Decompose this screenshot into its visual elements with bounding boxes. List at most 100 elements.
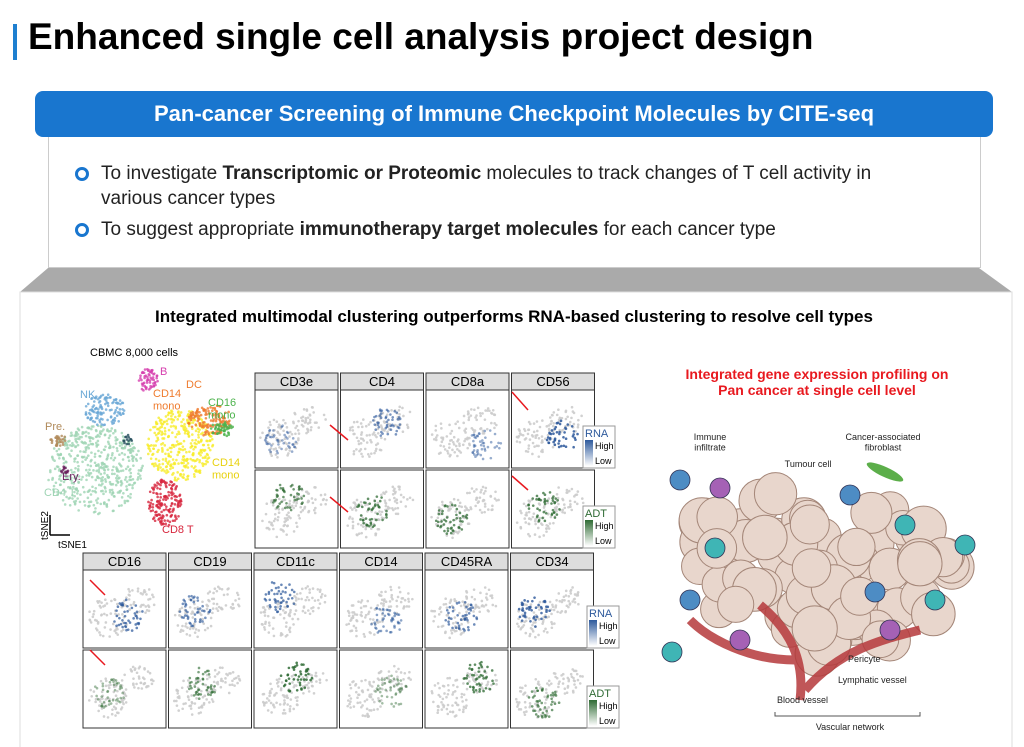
- cell-dot: [275, 438, 279, 442]
- cell-dot: [494, 673, 497, 677]
- cell-dot: [191, 433, 194, 436]
- cell-dot: [433, 615, 437, 618]
- cell-dot: [544, 698, 548, 701]
- cell-dot: [218, 404, 221, 408]
- cell-dot: [380, 702, 384, 705]
- cell-dot: [91, 489, 94, 493]
- cell-dot: [267, 431, 271, 435]
- cell-dot: [173, 476, 177, 479]
- cell-dot: [92, 690, 96, 693]
- cell-dot: [203, 420, 206, 424]
- cell-dot: [542, 491, 545, 495]
- cell-dot: [531, 599, 534, 603]
- cell-dot: [553, 437, 557, 440]
- cell-dot: [479, 414, 482, 418]
- cell-dot: [116, 605, 120, 608]
- cell-dot: [460, 622, 463, 626]
- cell-dot: [235, 591, 239, 595]
- cell-dot: [160, 446, 164, 450]
- cell-dot: [400, 688, 404, 691]
- cell-dot: [397, 688, 400, 691]
- cell-dot: [464, 698, 468, 702]
- cell-dot: [474, 603, 478, 607]
- cell-dot: [103, 501, 106, 504]
- cell-dot: [364, 678, 367, 682]
- cell-dot: [89, 493, 93, 496]
- cell-dot: [92, 510, 96, 514]
- cell-dot: [154, 457, 158, 461]
- cell-dot: [167, 417, 170, 421]
- cell-dot: [129, 449, 132, 453]
- cell-dot: [552, 608, 556, 612]
- cell-dot: [82, 455, 86, 459]
- cell-dot: [478, 432, 481, 436]
- cell-dot: [373, 689, 376, 693]
- cell-dot: [184, 465, 187, 469]
- cell-dot: [440, 700, 443, 704]
- cell-dot: [531, 515, 535, 519]
- cell-dot: [199, 618, 202, 622]
- cell-dot: [300, 419, 304, 422]
- cell-dot: [285, 600, 288, 604]
- cell-dot: [154, 513, 157, 517]
- cell-dot: [184, 478, 188, 481]
- cell-dot: [151, 486, 154, 490]
- cell-dot: [259, 436, 262, 439]
- cell-dot: [571, 600, 574, 603]
- cell-dot: [468, 667, 471, 670]
- cell-dot: [472, 688, 475, 692]
- cell-dot: [399, 619, 403, 622]
- cell-dot: [396, 613, 399, 616]
- cell-dot: [269, 423, 272, 427]
- cell-dot: [301, 676, 305, 679]
- cell-dot: [111, 491, 115, 495]
- cell-dot: [120, 431, 124, 435]
- cell-dot: [380, 678, 384, 682]
- cell-dot: [131, 484, 134, 487]
- cell-dot: [177, 514, 180, 518]
- panel-title: CD16: [108, 554, 141, 569]
- cell-dot: [471, 451, 475, 454]
- cell-dot: [546, 631, 549, 634]
- cell-dot: [521, 686, 524, 690]
- cell-dot: [114, 714, 117, 717]
- cell-dot: [485, 592, 488, 596]
- cell-dot: [446, 676, 449, 680]
- cell-dot: [407, 605, 411, 608]
- cell-dot: [96, 501, 99, 505]
- cell-dot: [277, 589, 281, 593]
- cell-dot: [151, 593, 154, 597]
- cell-dot: [384, 504, 388, 508]
- panel-title: CD11c: [276, 554, 315, 569]
- cell-dot: [101, 704, 104, 708]
- cell-dot: [136, 478, 139, 481]
- cell-dot: [137, 621, 141, 625]
- cell-dot: [467, 418, 471, 422]
- cell-dot: [194, 620, 197, 623]
- cell-dot: [65, 495, 68, 499]
- cell-dot: [538, 699, 542, 703]
- cell-dot: [202, 449, 206, 453]
- cell-dot: [355, 634, 358, 638]
- cell-dot: [275, 701, 278, 705]
- cell-dot: [148, 490, 152, 494]
- cell-dot: [446, 712, 450, 716]
- cell-dot: [127, 442, 131, 446]
- cell-dot: [318, 602, 322, 605]
- cell-dot: [103, 433, 107, 437]
- cell-dot: [380, 694, 384, 698]
- cell-dot: [137, 675, 141, 678]
- cell-dot: [310, 425, 313, 429]
- cell-dot: [149, 449, 152, 453]
- cell-dot: [105, 602, 109, 605]
- cell-dot: [200, 706, 204, 709]
- cell-dot: [68, 439, 71, 443]
- cell-dot: [139, 469, 143, 473]
- cell-dot: [580, 414, 583, 418]
- cell-dot: [384, 590, 387, 594]
- cell-dot: [491, 679, 494, 683]
- cell-dot: [177, 499, 181, 503]
- cell-dot: [146, 452, 150, 456]
- cell-dot: [86, 463, 90, 467]
